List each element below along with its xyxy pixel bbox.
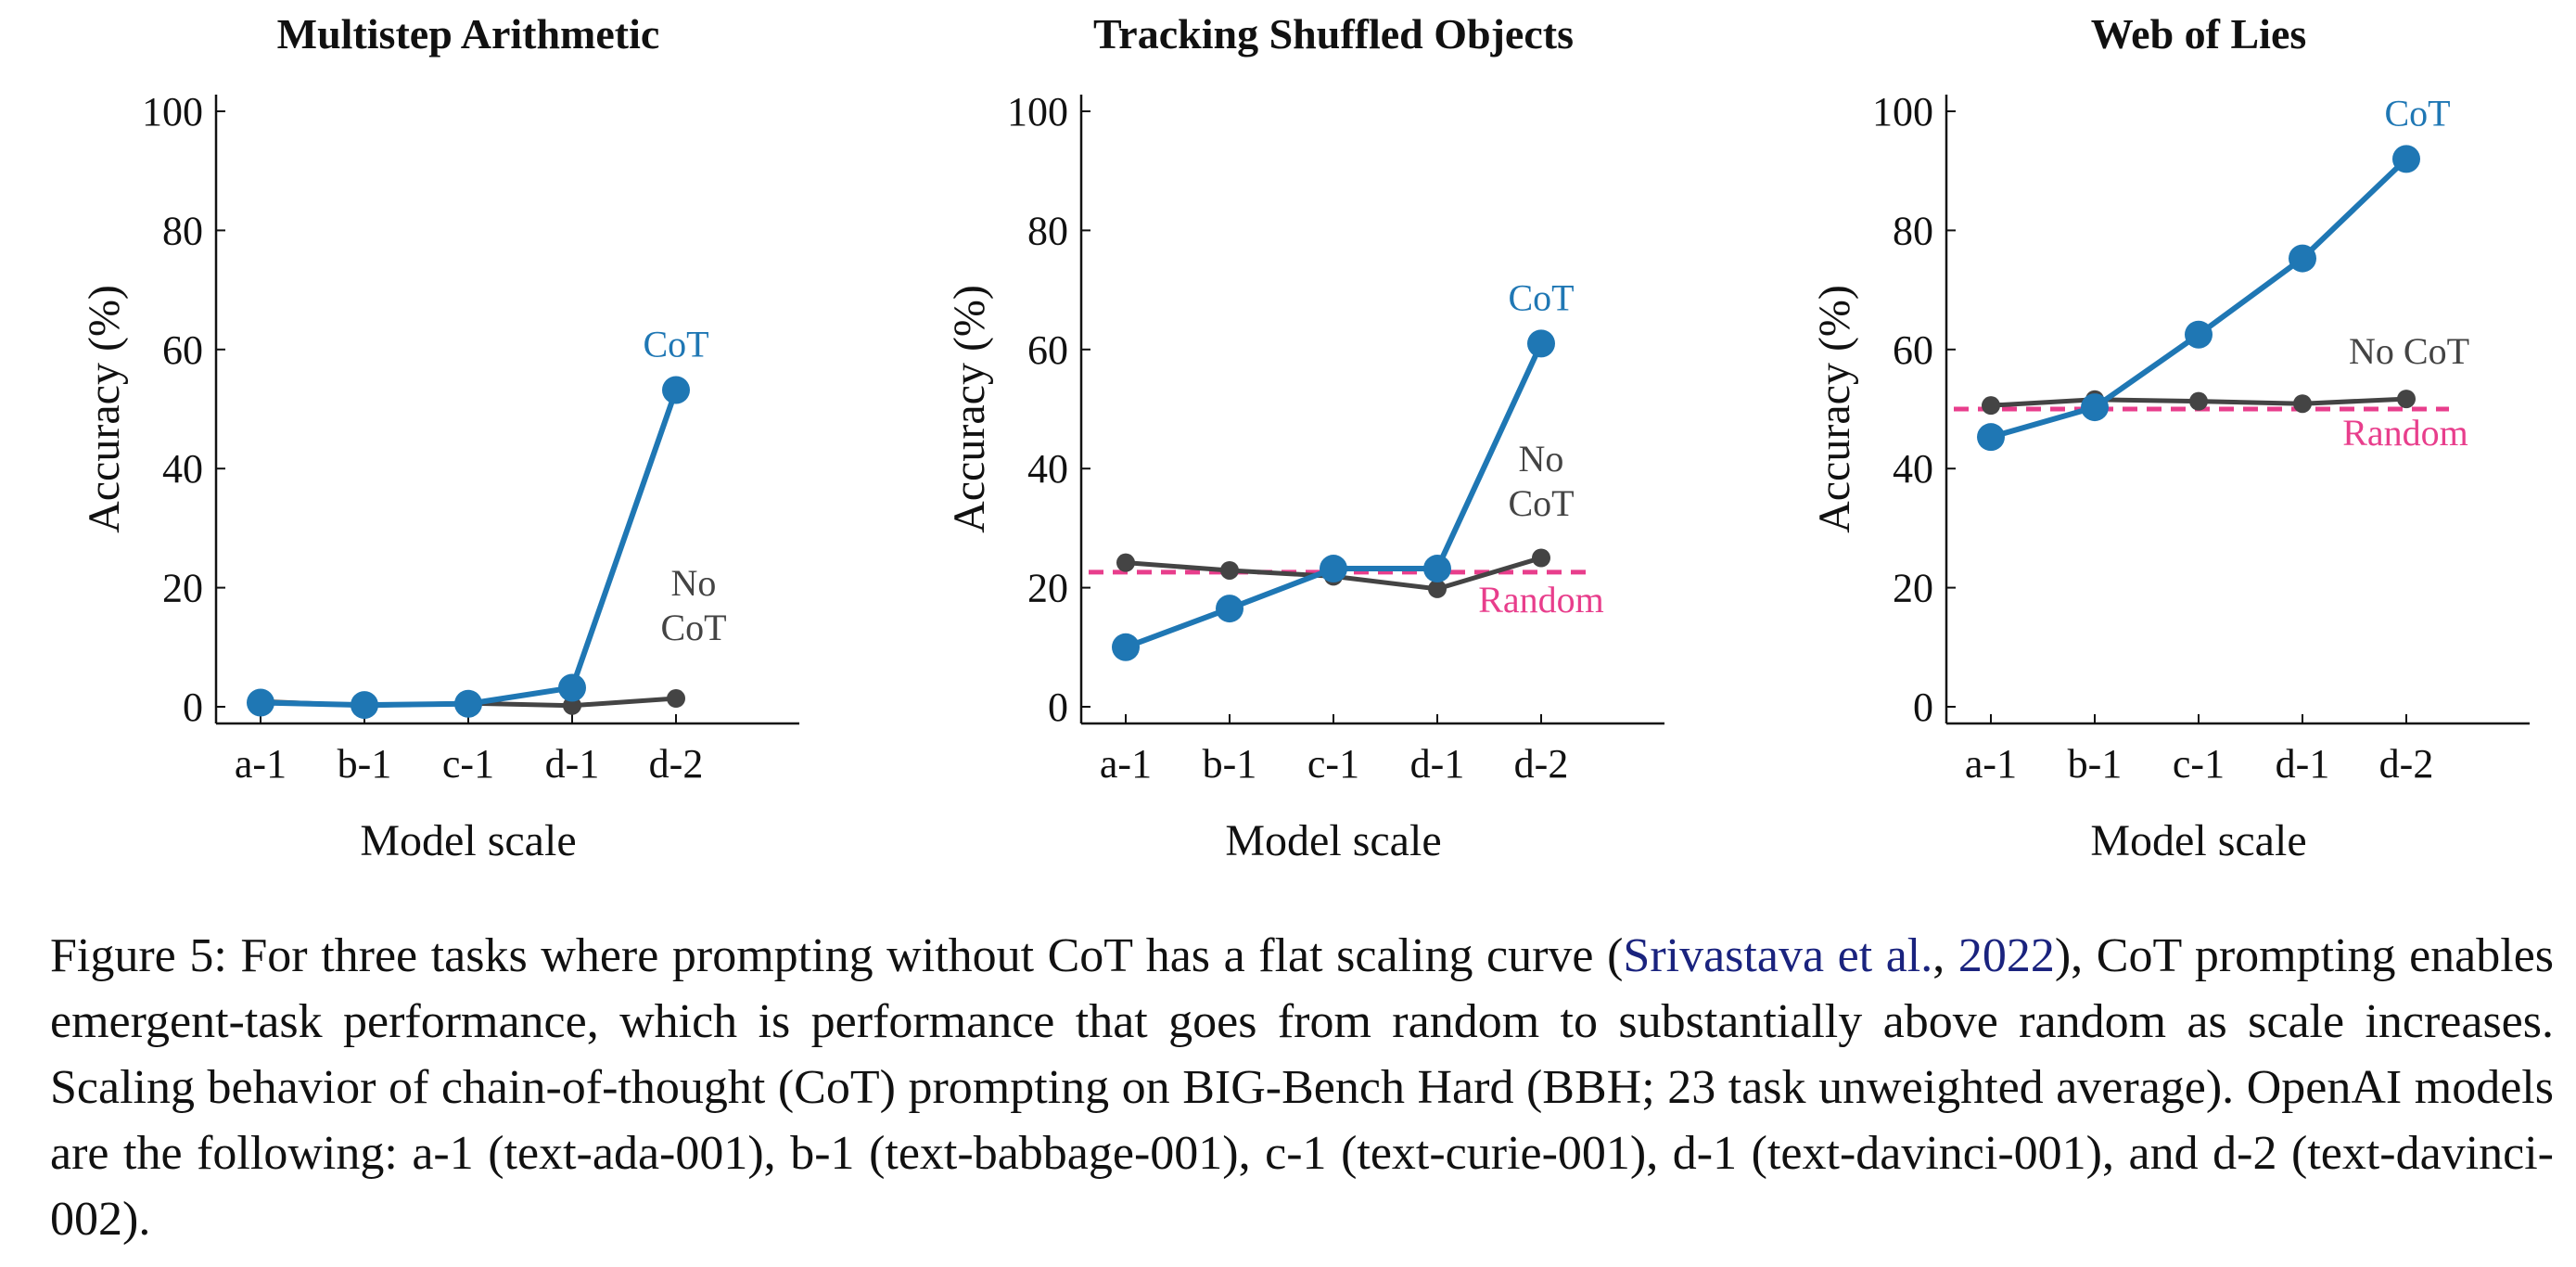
chart2-title: Tracking Shuffled Objects (1093, 10, 1574, 58)
chart3-y-tick-label: 80 (1893, 208, 1933, 253)
chart1-y-tick-label: 80 (162, 208, 203, 253)
chart3-y-tick-label: 0 (1913, 685, 1933, 730)
chart3-y-axis-label: Accuracy (%) (1810, 285, 1859, 533)
chart3-y-tick-label: 40 (1893, 446, 1933, 492)
chart3-x-tick-label: b-1 (2068, 741, 2123, 787)
chart2-x-tick-label: d-2 (1514, 741, 1569, 787)
figure-caption: Figure 5: For three tasks where promptin… (50, 923, 2554, 1252)
chart2-y-tick-label: 60 (1027, 327, 1068, 373)
chart3-nocot-point (1982, 396, 2000, 416)
chart1-x-axis-label: Model scale (360, 816, 576, 865)
chart2-cot-point (1527, 329, 1555, 358)
chart1-x-tick-label: d-2 (649, 741, 704, 787)
chart2-nocot-point (1428, 579, 1447, 598)
chart2-y-tick-label: 20 (1027, 566, 1068, 611)
chart1-y-tick-label: 40 (162, 446, 203, 492)
chart1-x-tick-label: a-1 (235, 741, 287, 787)
chart1-cot-label: CoT (643, 323, 708, 365)
chart1-cot-point (662, 376, 690, 404)
chart3-cot-point (2392, 145, 2420, 173)
chart2-cot-point (1320, 555, 1347, 583)
chart3-y-tick-label: 100 (1872, 89, 1933, 134)
chart2-x-tick-label: d-1 (1410, 741, 1465, 787)
chart2-nocot-label: No (1519, 438, 1564, 480)
chart3-title: Web of Lies (2091, 10, 2307, 58)
caption-cite-sep: , (1932, 929, 1958, 982)
chart2-cot-point (1423, 555, 1451, 583)
chart3-cot-point (1977, 423, 2005, 452)
chart2-y-tick-label: 100 (1007, 89, 1068, 134)
chart1-nocot-label: No (671, 562, 717, 604)
chart1-cot-point (247, 688, 274, 717)
chart2-y-tick-label: 80 (1027, 208, 1068, 253)
caption-cite-author[interactable]: Srivastava et al. (1623, 929, 1933, 982)
chart2-cot-point (1112, 633, 1140, 661)
chart1-x-tick-label: b-1 (338, 741, 392, 787)
chart3-y-tick-label: 60 (1893, 327, 1933, 373)
chart2-y-axis-label: Accuracy (%) (945, 285, 994, 533)
chart3-nocot-point (2397, 390, 2416, 409)
chart2-x-tick-label: c-1 (1307, 741, 1359, 787)
chart3-x-tick-label: d-2 (2379, 741, 2434, 787)
chart3-x-tick-label: d-1 (2276, 741, 2330, 787)
chart2-random-label: Random (1478, 579, 1604, 621)
chart3-x-tick-label: a-1 (1965, 741, 2017, 787)
chart1-y-tick-label: 20 (162, 566, 203, 611)
chart3-cot-label: CoT (2384, 92, 2450, 134)
chart1-x-tick-label: d-1 (545, 741, 600, 787)
chart1-y-tick-label: 0 (183, 685, 203, 730)
chart2-y-tick-label: 40 (1027, 446, 1068, 492)
chart1-y-tick-label: 100 (142, 89, 203, 134)
chart3-x-axis-label: Model scale (2090, 816, 2306, 865)
chart2-x-tick-label: b-1 (1203, 741, 1257, 787)
chart3-y-tick-label: 20 (1893, 566, 1933, 611)
caption-prefix: Figure 5: For three tasks where promptin… (50, 929, 1624, 982)
chart1-nocot-label: CoT (660, 607, 726, 648)
chart3-random-label: Random (2342, 412, 2468, 454)
chart2-nocot-point (1532, 548, 1550, 568)
chart2-cot-label: CoT (1508, 276, 1574, 318)
chart3-cot-point (2185, 320, 2213, 349)
chart1-y-tick-label: 60 (162, 327, 203, 373)
chart1-x-tick-label: c-1 (442, 741, 494, 787)
chart3-cot-point (2289, 244, 2316, 273)
chart1-cot-line (260, 389, 679, 709)
chart1-nocot-point (667, 689, 685, 709)
chart2-nocot-point (1116, 553, 1135, 572)
chart2-cot-point (1216, 595, 1243, 623)
chart3-nocot-label: No CoT (2349, 330, 2469, 372)
chart2-y-tick-label: 0 (1048, 685, 1068, 730)
chart1-cot-point (454, 689, 482, 718)
figure-charts: Multistep Arithmetic 0 20 40 60 80 100 a-1 b-1 c-… (80, 10, 2530, 865)
chart1-cot-point (558, 673, 586, 702)
caption-suffix: ), CoT prompting enables emergent-task p… (50, 929, 2555, 1246)
chart2-nocot-label: CoT (1508, 482, 1574, 524)
chart2-x-tick-label: a-1 (1100, 741, 1152, 787)
chart1-nocot-point (563, 696, 581, 715)
chart3-x-tick-label: c-1 (2173, 741, 2225, 787)
charts-svg: Multistep Arithmetic 0 20 40 60 80 100 a-1 b-1 c-… (80, 10, 2530, 865)
chart3-nocot-point (2189, 391, 2208, 411)
caption-cite-year[interactable]: 2022 (1958, 929, 2055, 982)
chart1-y-axis-label: Accuracy (%) (80, 285, 129, 533)
chart3-nocot-point (2293, 394, 2312, 414)
chart1-cot-point (351, 691, 378, 720)
chart3-cot-point (2081, 393, 2109, 422)
chart2-x-axis-label: Model scale (1225, 816, 1441, 865)
chart1-title: Multistep Arithmetic (277, 10, 660, 58)
chart2-nocot-point (1220, 560, 1239, 580)
